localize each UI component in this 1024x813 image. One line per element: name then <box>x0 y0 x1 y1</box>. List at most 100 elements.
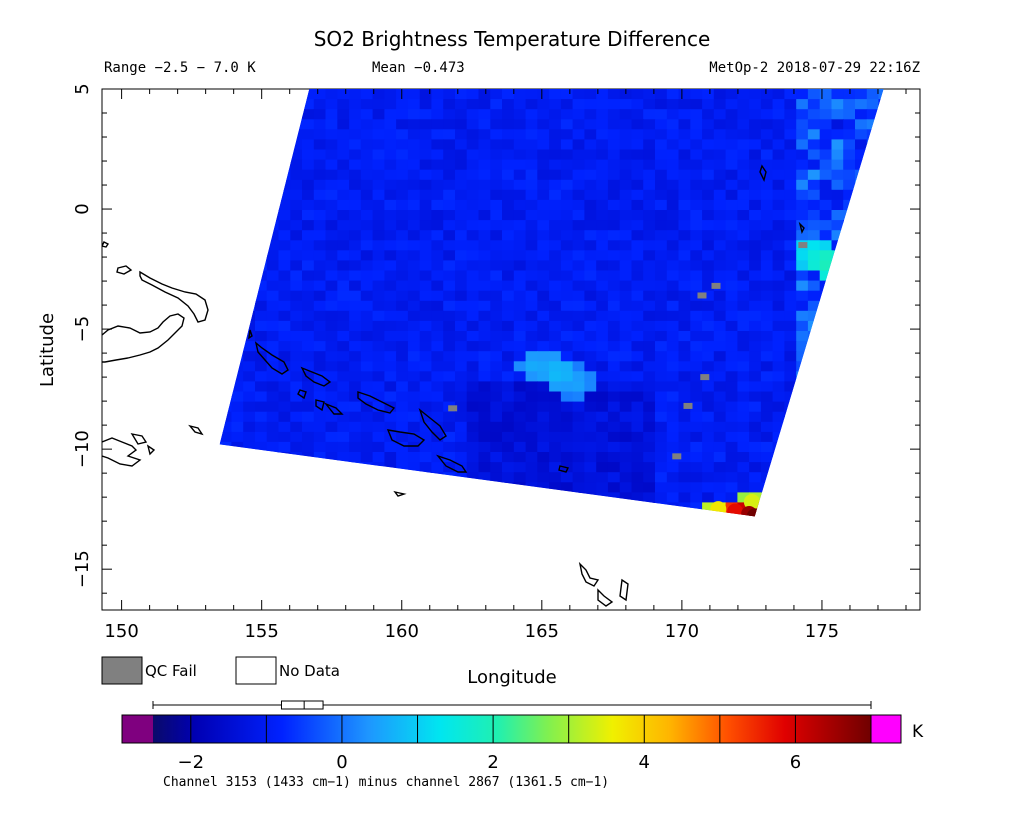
heatmap-cell <box>690 199 703 211</box>
heatmap-cell <box>337 230 350 241</box>
heatmap-cell <box>702 310 715 322</box>
heatmap-cell <box>466 179 480 191</box>
coastline-guadalcanal <box>386 429 426 447</box>
heatmap-cell <box>643 189 656 201</box>
heatmap-cell <box>607 149 621 161</box>
heatmap-cell <box>490 139 503 151</box>
box-plot-box <box>280 700 324 710</box>
heatmap-cell <box>725 462 738 473</box>
heatmap-cell <box>431 421 444 433</box>
heatmap-cell <box>725 381 738 393</box>
heatmap-cell <box>266 230 280 241</box>
heatmap-cell <box>655 199 668 211</box>
heatmap-cell <box>396 139 409 151</box>
heatmap-cell <box>607 401 621 413</box>
heatmap-cell <box>655 391 668 403</box>
heatmap-cell <box>631 199 644 211</box>
heatmap-cell <box>596 210 609 221</box>
heatmap-cell <box>631 361 644 372</box>
heatmap-cell <box>396 341 409 352</box>
heatmap-cell <box>537 462 550 473</box>
heatmap-cell <box>455 280 468 292</box>
heatmap-cell <box>325 99 338 110</box>
heatmap-cell <box>643 149 656 161</box>
heatmap-cell <box>372 431 385 443</box>
heatmap-cell <box>772 270 785 282</box>
heatmap-cell <box>337 351 350 362</box>
heatmap-cell <box>513 391 527 403</box>
heatmap-cell <box>549 240 562 251</box>
heatmap-cell <box>419 149 433 161</box>
heatmap-cell <box>760 179 774 191</box>
heatmap-cell <box>490 431 503 443</box>
heatmap-cell <box>502 179 515 191</box>
heatmap-cell <box>231 431 244 443</box>
heatmap-cell <box>690 210 703 221</box>
heatmap-cell <box>596 441 609 453</box>
heatmap-cell <box>666 250 680 261</box>
heatmap-cell <box>619 240 633 251</box>
heatmap-cell <box>537 381 550 393</box>
heatmap-cell <box>302 230 315 241</box>
heatmap-cell <box>772 421 785 433</box>
heatmap-cell <box>478 341 491 352</box>
heatmap-cell <box>807 300 821 312</box>
heatmap-cell <box>407 119 421 130</box>
heatmap-cell <box>760 119 774 130</box>
heatmap-cell <box>537 210 550 221</box>
heatmap-cell <box>360 149 374 161</box>
heatmap-cell <box>525 361 538 372</box>
heatmap-cell <box>631 210 644 221</box>
heatmap-cell <box>725 310 738 322</box>
heatmap-cell <box>702 441 715 453</box>
heatmap-cell <box>690 179 703 191</box>
heatmap-cell <box>255 431 268 443</box>
heatmap-cell <box>607 290 621 302</box>
heatmap-cell <box>666 129 680 140</box>
heatmap-cell <box>713 109 727 120</box>
heatmap-cell <box>749 149 762 161</box>
heatmap-cell <box>513 401 527 413</box>
heatmap-cell <box>572 220 585 231</box>
heatmap-cell <box>525 452 538 463</box>
colorbar-box-plot <box>152 700 872 710</box>
heatmap-cell <box>584 452 597 463</box>
heatmap-cell <box>231 421 244 433</box>
heatmap-cell <box>255 401 268 413</box>
heatmap-cell <box>278 270 291 282</box>
heatmap-cell <box>525 210 538 221</box>
heatmap-cell <box>596 89 609 100</box>
heatmap-cell <box>572 331 585 342</box>
heatmap-cell <box>396 149 409 161</box>
heatmap-cell <box>466 129 480 140</box>
heatmap-cell <box>560 99 574 110</box>
heatmap-cell <box>655 159 668 171</box>
heatmap-cell <box>760 421 774 433</box>
heatmap-cell <box>502 431 515 443</box>
heatmap-cell <box>349 119 362 130</box>
heatmap-cell <box>560 220 574 231</box>
heatmap-cell <box>455 431 468 443</box>
heatmap-cell <box>596 189 609 201</box>
heatmap-cell <box>513 411 527 423</box>
heatmap-cell <box>760 351 774 362</box>
heatmap-cell <box>619 129 633 140</box>
heatmap-cell <box>713 351 727 362</box>
heatmap-cell <box>419 341 433 352</box>
coastline-vanuatu-south <box>619 578 629 602</box>
heatmap-cell <box>607 139 621 151</box>
heatmap-cell <box>760 310 774 322</box>
heatmap-cell <box>678 189 691 201</box>
heatmap-cell <box>749 119 762 130</box>
heatmap-cell <box>584 331 597 342</box>
heatmap-cell <box>455 371 468 382</box>
heatmap-cell <box>325 189 338 201</box>
heatmap-cell <box>690 220 703 231</box>
heatmap-cell <box>502 341 515 352</box>
heatmap-cell <box>384 89 397 100</box>
heatmap-cell <box>560 129 574 140</box>
heatmap-cell <box>549 310 562 322</box>
heatmap-cell <box>560 411 574 423</box>
heatmap-cell <box>678 452 691 463</box>
heatmap-cell <box>584 230 597 241</box>
